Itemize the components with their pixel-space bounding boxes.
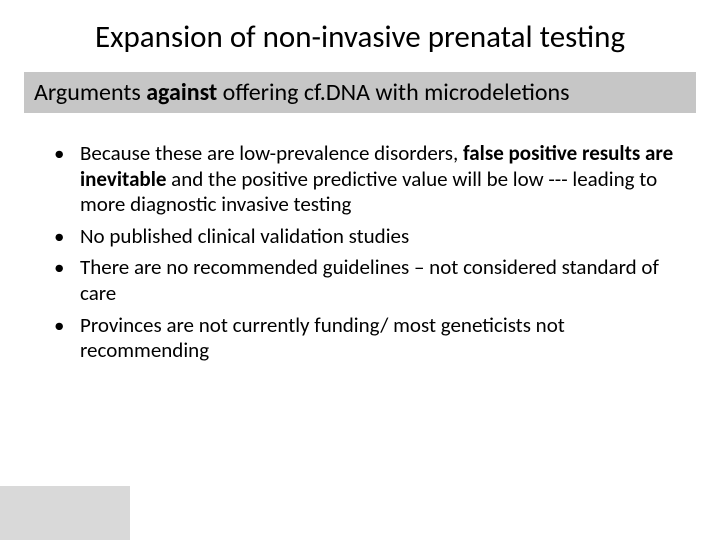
list-item: Because these are low-prevalence disorde…	[54, 141, 690, 218]
footer-accent-block	[0, 486, 130, 540]
bullet-pre: No published clinical validation studies	[80, 223, 409, 249]
subtitle-post: offering cf.DNA with microdeletions	[217, 78, 569, 107]
bullet-pre: Provinces are not currently funding/ mos…	[80, 312, 565, 364]
subtitle-bar: Arguments against offering cf.DNA with m…	[24, 72, 696, 113]
subtitle-bold: against	[146, 78, 217, 107]
list-item: Provinces are not currently funding/ mos…	[54, 313, 690, 364]
bullet-pre: Because these are low-prevalence disorde…	[80, 140, 463, 166]
bullet-pre: There are no recommended guidelines – no…	[80, 254, 659, 306]
subtitle-pre: Arguments	[34, 78, 146, 107]
bullet-post: and the positive predictive value will b…	[80, 166, 657, 218]
list-item: There are no recommended guidelines – no…	[54, 255, 690, 306]
list-item: No published clinical validation studies	[54, 224, 690, 250]
slide: Expansion of non-invasive prenatal testi…	[0, 0, 720, 540]
page-title: Expansion of non-invasive prenatal testi…	[30, 18, 690, 56]
bullet-list: Because these are low-prevalence disorde…	[30, 141, 690, 364]
